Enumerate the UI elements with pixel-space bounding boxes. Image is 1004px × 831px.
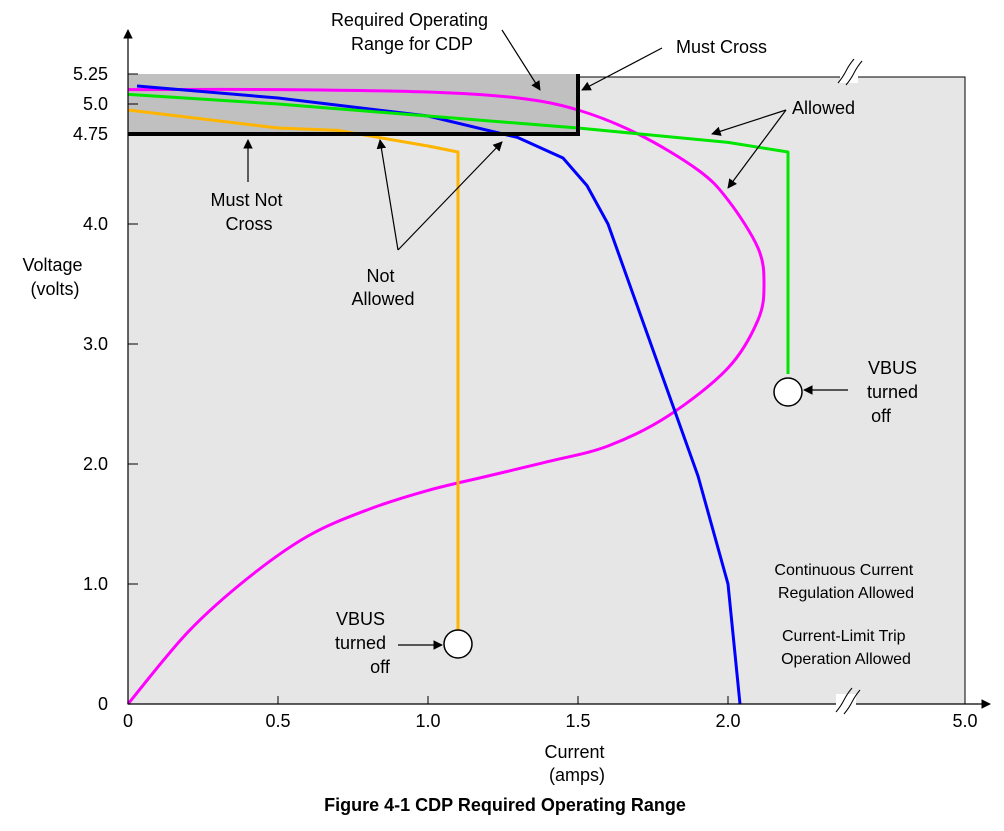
y-tick-label: 1.0 (83, 574, 108, 594)
annotation-arrows (243, 29, 848, 650)
must-cross-label: Must Cross (676, 37, 767, 57)
note-continuous: Continuous Current Regulation Allowed (774, 562, 917, 602)
y-axis-label: Voltage (volts) (22, 255, 87, 299)
y-tick-label: 5.25 (73, 64, 108, 84)
series-line-0 (126, 87, 766, 705)
x-tick-label: 1.5 (565, 711, 590, 731)
top-edge-break (837, 58, 863, 86)
vbus-off-label-left: VBUS turned off (335, 609, 391, 677)
vbus-off-label-right: VBUS turned off (867, 358, 923, 426)
note-trip: Current-Limit Trip Operation Allowed (781, 628, 911, 668)
figure-caption: Figure 4-1 CDP Required Operating Range (324, 795, 686, 815)
vbus-off-marker-1 (443, 629, 473, 659)
x-tick-label: 2.0 (715, 711, 740, 731)
y-tick-label: 4.0 (83, 214, 108, 234)
vbus-off-marker-0 (773, 377, 803, 407)
x-axis-label: Current (amps) (544, 742, 609, 785)
y-tick-label: 4.75 (73, 124, 108, 144)
operating-range-region (128, 74, 578, 134)
y-tick-label: 2.0 (83, 454, 108, 474)
region-label: Required Operating Range for CDP (331, 10, 493, 54)
marker-layer (443, 377, 803, 659)
y-tick-label: 3.0 (83, 334, 108, 354)
must-not-cross-label: Must Not Cross (210, 190, 287, 234)
x-axis-break (835, 687, 861, 715)
series-line-3 (127, 108, 460, 644)
x-tick-label: 0 (123, 711, 133, 731)
ticks: 0 0.5 1.0 1.5 2.0 5.0 0 1.0 2.0 3.0 4.0 4.75 5.0 5.25 (73, 64, 978, 731)
y-tick-label: 5.0 (83, 94, 108, 114)
x-tick-label: 1.0 (415, 711, 440, 731)
y-tick-label: 0 (98, 694, 108, 714)
allowed-label: Allowed (792, 98, 855, 118)
x-tick-label: 0.5 (265, 711, 290, 731)
x-tick-label: 5.0 (952, 711, 977, 731)
not-allowed-label: Not Allowed (351, 266, 414, 309)
